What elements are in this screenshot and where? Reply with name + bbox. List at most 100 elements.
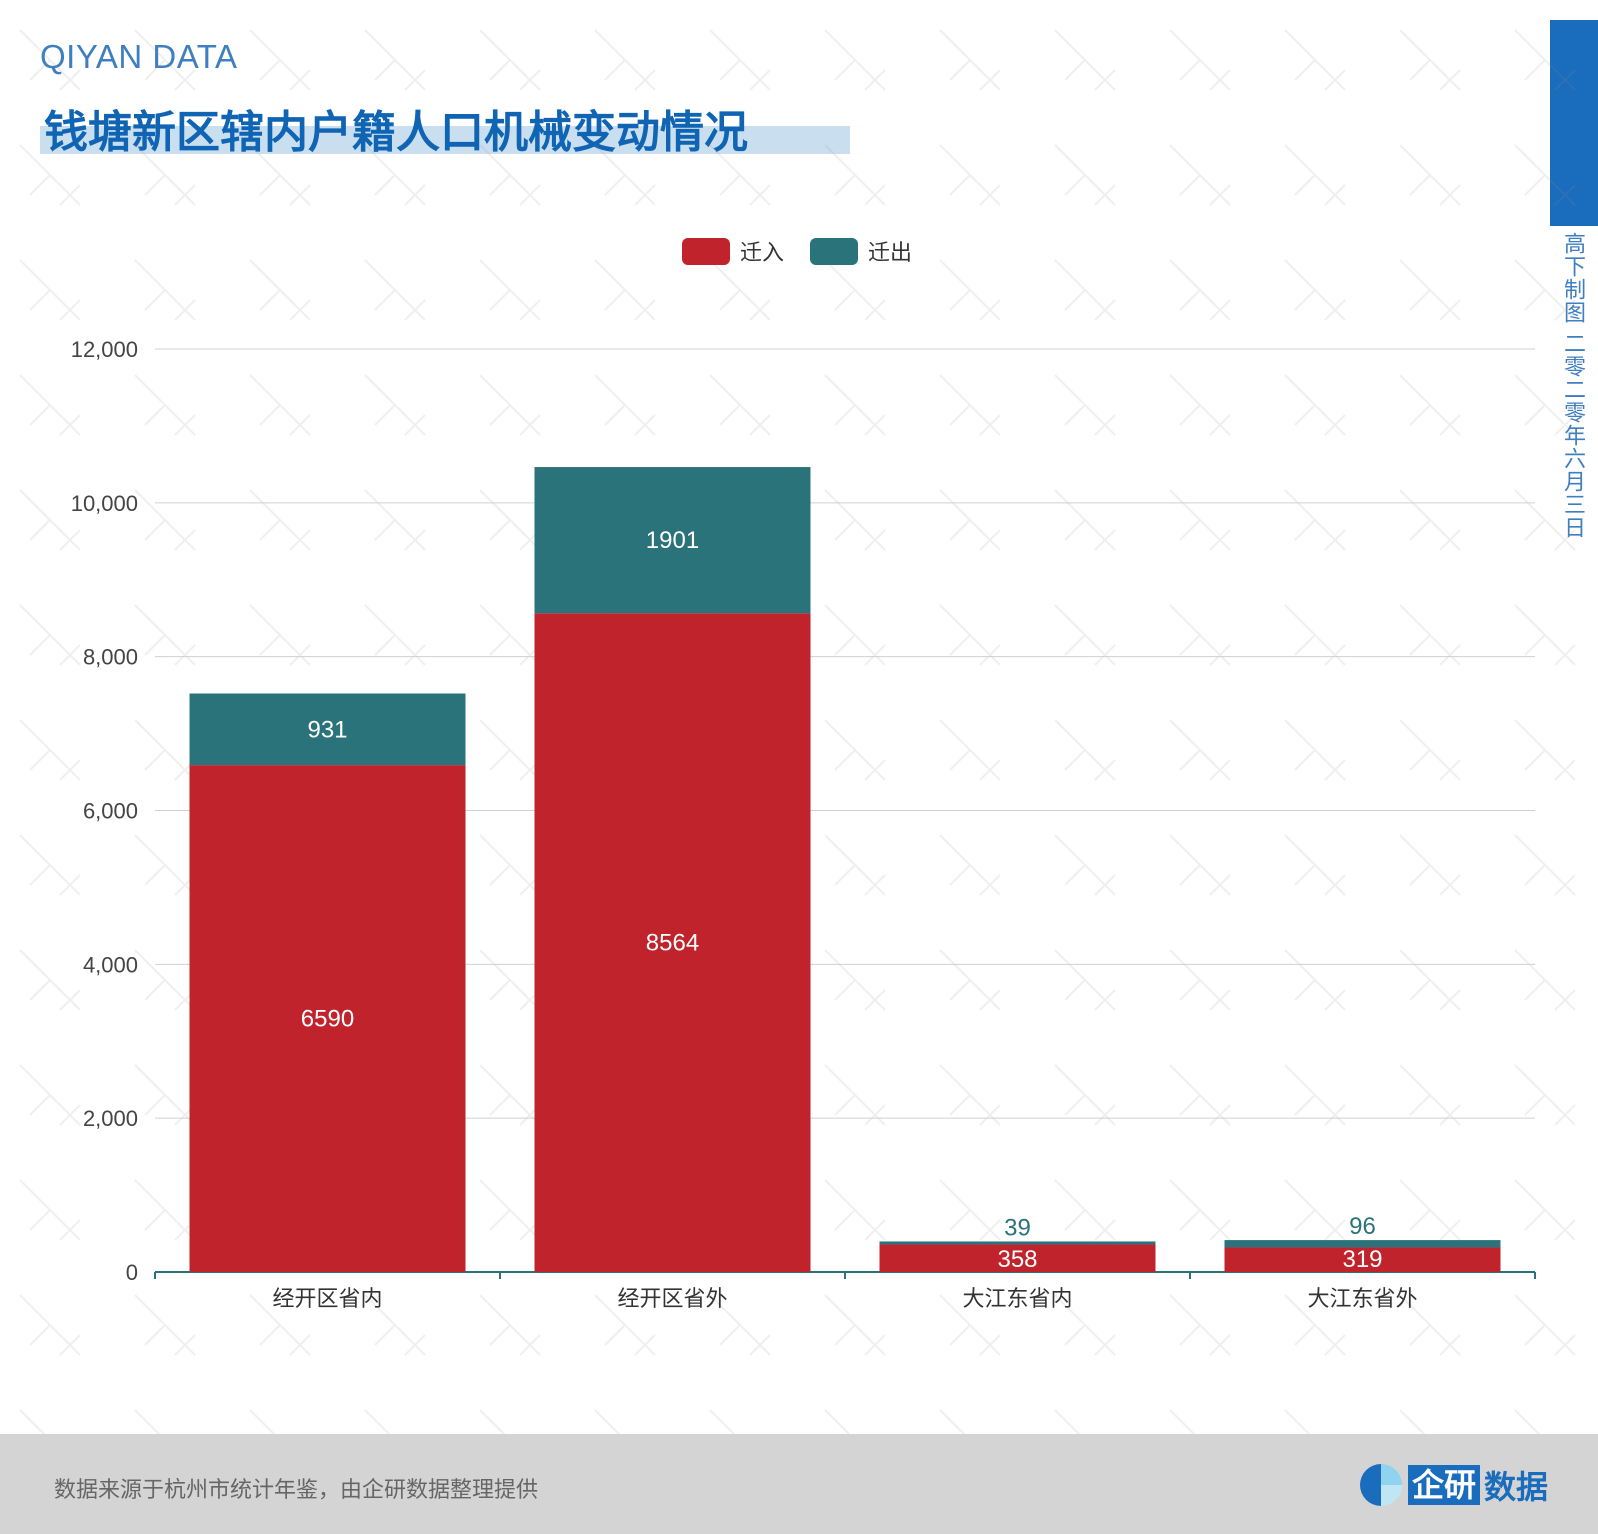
watermark-mark xyxy=(249,144,311,206)
watermark-mark xyxy=(1514,1294,1576,1356)
watermark-mark xyxy=(824,1294,886,1356)
watermark-mark xyxy=(1514,604,1576,666)
watermark-mark xyxy=(1169,1294,1231,1356)
watermark-mark xyxy=(134,489,196,551)
watermark-mark xyxy=(134,1294,196,1356)
watermark-mark xyxy=(939,604,1001,666)
watermark-mark xyxy=(824,259,886,321)
watermark-mark xyxy=(824,719,886,781)
watermark-mark xyxy=(364,259,426,321)
watermark-mark xyxy=(1169,489,1231,551)
watermark-mark xyxy=(249,29,311,91)
y-tick-label: 10,000 xyxy=(71,491,138,516)
watermark-mark xyxy=(19,259,81,321)
logo-icon xyxy=(1360,1464,1402,1506)
watermark-mark xyxy=(824,144,886,206)
watermark-mark xyxy=(939,259,1001,321)
data-label: 8564 xyxy=(646,930,699,957)
watermark-mark xyxy=(1399,144,1461,206)
x-tick-label: 经开区省内 xyxy=(272,1287,382,1312)
watermark-mark xyxy=(479,144,541,206)
watermark-mark xyxy=(19,29,81,91)
watermark-mark xyxy=(824,949,886,1011)
watermark-mark xyxy=(1284,1294,1346,1356)
watermark-mark xyxy=(1169,834,1231,896)
watermark-mark xyxy=(19,1064,81,1126)
logo-text-a: 企研 xyxy=(1408,1465,1481,1505)
watermark-mark xyxy=(134,1064,196,1126)
watermark-mark xyxy=(364,489,426,551)
watermark-mark xyxy=(1284,834,1346,896)
watermark-mark xyxy=(1284,1179,1346,1241)
watermark-mark xyxy=(479,489,541,551)
watermark-mark xyxy=(479,1294,541,1356)
legend-swatch xyxy=(682,238,730,265)
watermark-mark xyxy=(1054,1294,1116,1356)
watermark-mark xyxy=(249,489,311,551)
watermark-mark xyxy=(939,1294,1001,1356)
watermark-mark xyxy=(594,29,656,91)
bar-in xyxy=(879,1244,1156,1272)
watermark-mark xyxy=(1054,259,1116,321)
watermark-mark xyxy=(364,604,426,666)
watermark-mark xyxy=(1054,489,1116,551)
watermark-mark xyxy=(939,719,1001,781)
watermark-mark xyxy=(19,144,81,206)
watermark-mark xyxy=(1169,949,1231,1011)
watermark-mark xyxy=(939,29,1001,91)
watermark-mark xyxy=(479,1179,541,1241)
watermark-mark xyxy=(1399,1179,1461,1241)
watermark-mark xyxy=(939,834,1001,896)
data-label: 1901 xyxy=(646,527,699,554)
watermark-mark xyxy=(479,834,541,896)
y-tick-label: 0 xyxy=(126,1260,138,1285)
watermark-mark xyxy=(1054,719,1116,781)
watermark-mark xyxy=(479,374,541,436)
watermark-mark xyxy=(249,604,311,666)
brand-label: QIYAN DATA xyxy=(40,38,238,75)
watermark-mark xyxy=(1284,29,1346,91)
watermark-mark xyxy=(1054,949,1116,1011)
watermark-mark xyxy=(1399,719,1461,781)
watermark-mark xyxy=(939,374,1001,436)
watermark-mark xyxy=(1514,29,1576,91)
watermark-mark xyxy=(19,1294,81,1356)
watermark-mark xyxy=(479,604,541,666)
watermark-mark xyxy=(134,29,196,91)
watermark-mark xyxy=(1514,489,1576,551)
data-label: 6590 xyxy=(301,1006,354,1033)
watermark-mark xyxy=(824,1179,886,1241)
legend-label: 迁出 xyxy=(868,241,912,266)
watermark-mark xyxy=(249,1294,311,1356)
watermark-mark xyxy=(1514,144,1576,206)
watermark-mark xyxy=(1054,29,1116,91)
watermark-mark xyxy=(594,1294,656,1356)
y-tick-label: 2,000 xyxy=(83,1106,138,1131)
watermark-mark xyxy=(479,1064,541,1126)
watermark-mark xyxy=(19,489,81,551)
watermark-mark xyxy=(134,834,196,896)
watermark-mark xyxy=(1399,489,1461,551)
watermark-mark xyxy=(364,29,426,91)
title-highlight xyxy=(40,126,850,154)
watermark-mark xyxy=(19,949,81,1011)
watermark-mark xyxy=(1169,374,1231,436)
watermark-mark xyxy=(709,29,771,91)
watermark-mark xyxy=(1399,29,1461,91)
watermark-mark xyxy=(939,1179,1001,1241)
watermark-mark xyxy=(1169,1064,1231,1126)
watermark-mark xyxy=(1399,604,1461,666)
watermark-mark xyxy=(1514,834,1576,896)
watermark-mark xyxy=(249,374,311,436)
side-accent-bar xyxy=(1550,20,1598,226)
watermark-mark xyxy=(939,144,1001,206)
watermark-mark xyxy=(1514,374,1576,436)
watermark-mark xyxy=(1169,144,1231,206)
watermark-mark xyxy=(134,1179,196,1241)
watermark-mark xyxy=(1169,29,1231,91)
watermark-mark xyxy=(824,604,886,666)
watermark-mark xyxy=(19,719,81,781)
watermark-mark xyxy=(479,719,541,781)
watermark-mark xyxy=(1284,259,1346,321)
watermark-mark xyxy=(594,259,656,321)
